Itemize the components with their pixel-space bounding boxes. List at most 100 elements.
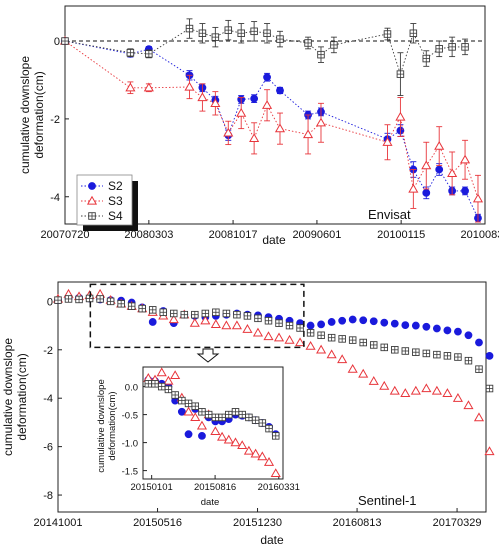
point-s4 bbox=[148, 306, 157, 314]
point-s3 bbox=[242, 324, 253, 333]
tick-labels-bottom: 20141001 20150516 20151230 20160813 20170329… bbox=[34, 296, 482, 529]
legend-item-s2: S2 bbox=[81, 179, 123, 193]
series-s4 bbox=[144, 380, 280, 440]
point-s4 bbox=[348, 336, 357, 344]
point-s4 bbox=[369, 341, 378, 349]
point-s4 bbox=[245, 413, 253, 422]
x-axis-label-top: date bbox=[262, 233, 286, 247]
x-tick-label: 20150816 bbox=[194, 482, 236, 493]
point-s4 bbox=[61, 37, 69, 45]
point-s4 bbox=[296, 324, 304, 332]
point-s3 bbox=[210, 98, 221, 107]
point-s2 bbox=[432, 324, 441, 333]
point-s3 bbox=[252, 327, 264, 337]
point-s2 bbox=[250, 94, 259, 103]
point-s3 bbox=[190, 412, 201, 422]
point-s3 bbox=[473, 412, 485, 422]
series-s3 bbox=[59, 35, 484, 223]
point-s2 bbox=[338, 316, 347, 325]
y-axis-label-bottom-line1: cumulative downslope bbox=[1, 338, 15, 456]
x-axis-label-inset: date bbox=[201, 497, 220, 508]
point-s2 bbox=[263, 73, 271, 82]
point-s4 bbox=[285, 321, 294, 330]
point-s3 bbox=[452, 393, 463, 402]
point-s3 bbox=[389, 385, 400, 395]
point-s4 bbox=[464, 356, 473, 365]
point-s3 bbox=[257, 451, 268, 461]
point-s2 bbox=[327, 318, 336, 326]
point-s4 bbox=[233, 310, 241, 319]
point-s4 bbox=[211, 413, 220, 422]
point-s4 bbox=[380, 343, 389, 352]
point-s3 bbox=[305, 340, 316, 350]
plot-frame-bottom bbox=[57, 281, 487, 513]
point-s4 bbox=[144, 380, 153, 388]
x-tick-label: 20100115 bbox=[377, 229, 425, 241]
point-s3 bbox=[410, 385, 421, 395]
point-s2 bbox=[435, 165, 444, 174]
point-s2 bbox=[177, 407, 186, 416]
point-s3 bbox=[196, 420, 208, 430]
point-s3 bbox=[337, 354, 348, 364]
y-tick-label: 0 bbox=[47, 296, 53, 308]
point-s2 bbox=[422, 188, 431, 197]
point-s3 bbox=[156, 367, 167, 377]
point-s4 bbox=[263, 29, 271, 38]
point-s3 bbox=[382, 137, 393, 146]
legend-box bbox=[76, 174, 133, 226]
point-s4 bbox=[106, 297, 115, 306]
x-axis-label-bottom: date bbox=[260, 533, 284, 547]
x-tick-label: 20151230 bbox=[233, 517, 282, 529]
y-tick-label: -1.5 bbox=[122, 467, 138, 478]
point-s3 bbox=[221, 320, 232, 330]
point-s2 bbox=[443, 326, 452, 335]
legend-marker bbox=[88, 212, 96, 220]
point-s4 bbox=[157, 382, 166, 391]
point-s4 bbox=[85, 294, 94, 303]
legend-label: S2 bbox=[108, 179, 123, 193]
point-s4 bbox=[138, 304, 146, 313]
series-s4 bbox=[61, 18, 469, 96]
point-s3 bbox=[263, 456, 275, 466]
legend-label: S4 bbox=[108, 209, 123, 223]
point-s4 bbox=[422, 349, 431, 358]
point-s3 bbox=[274, 123, 286, 133]
point-s3 bbox=[183, 406, 194, 416]
point-s2 bbox=[198, 431, 206, 440]
y-axis-label-top-line2: deformation(cm) bbox=[32, 71, 46, 158]
y-axis-label-bottom-line2: deformation(cm) bbox=[15, 353, 29, 440]
point-s4 bbox=[401, 347, 410, 355]
point-s3 bbox=[316, 344, 327, 354]
point-s4 bbox=[145, 50, 153, 58]
point-s4 bbox=[237, 29, 245, 38]
point-s3 bbox=[170, 370, 181, 380]
point-s4 bbox=[75, 295, 83, 304]
panel-bottom: 20141001 20150516 20151230 20160813 20170329… bbox=[1, 281, 495, 547]
point-s3 bbox=[358, 368, 369, 378]
annotation-sentinel: Sentinel-1 bbox=[358, 493, 417, 508]
annotation-envisat: Envisat bbox=[368, 207, 411, 222]
point-s3 bbox=[463, 400, 474, 410]
y-axis-label-inset-line2: deformation(cm) bbox=[107, 391, 118, 460]
point-s2 bbox=[348, 315, 357, 324]
point-s4 bbox=[170, 309, 178, 318]
x-tick-label: 20150516 bbox=[133, 517, 182, 529]
point-s3 bbox=[459, 154, 471, 164]
point-s3 bbox=[442, 388, 453, 398]
point-s4 bbox=[433, 350, 441, 359]
point-s2 bbox=[464, 331, 473, 340]
point-s4 bbox=[191, 402, 200, 410]
point-s3 bbox=[273, 332, 285, 342]
y-tick-label: 0 bbox=[54, 36, 60, 48]
point-s3 bbox=[168, 314, 179, 324]
point-s4 bbox=[64, 295, 73, 303]
point-s3 bbox=[249, 133, 260, 143]
point-s4 bbox=[159, 308, 167, 317]
point-s3 bbox=[250, 448, 261, 458]
arrow-to-inset bbox=[196, 348, 220, 363]
point-s3 bbox=[230, 437, 241, 447]
point-s4 bbox=[327, 333, 336, 342]
point-s3 bbox=[434, 140, 445, 150]
point-s4 bbox=[338, 335, 346, 343]
